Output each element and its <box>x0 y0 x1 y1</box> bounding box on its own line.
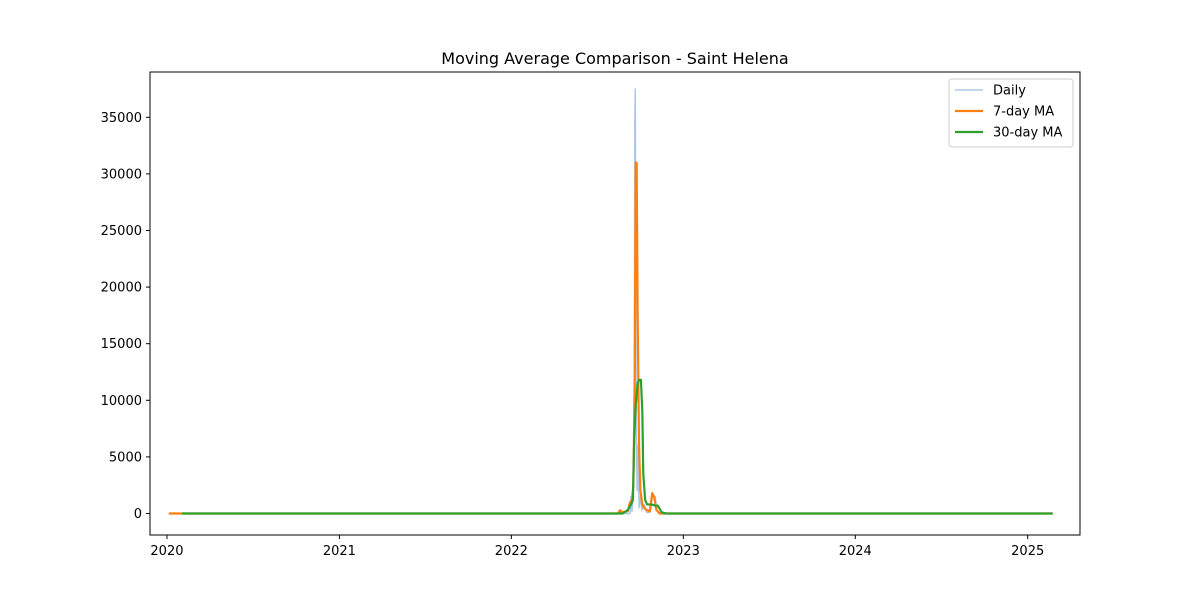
y-tick-label: 25000 <box>101 224 142 239</box>
x-tick-label: 2022 <box>495 544 528 559</box>
legend-label-2: 30-day MA <box>993 126 1062 141</box>
x-tick-label: 2021 <box>323 544 356 559</box>
plot-lines <box>168 88 1053 515</box>
x-tick-label: 2023 <box>667 544 700 559</box>
x-tick-label: 2020 <box>150 544 183 559</box>
x-tick-label: 2025 <box>1011 544 1044 559</box>
y-tick-label: 5000 <box>109 450 142 465</box>
y-tick-label: 20000 <box>101 281 142 296</box>
y-tick-label: 15000 <box>101 337 142 352</box>
y-tick-label: 10000 <box>101 394 142 409</box>
y-tick-label: 30000 <box>101 167 142 182</box>
legend-label-0: Daily <box>993 84 1026 99</box>
legend: Daily 7-day MA 30-day MA <box>948 78 1074 148</box>
y-axis: 0 5000 10000 15000 20000 25000 30000 35000 <box>101 111 150 522</box>
series-line-2 <box>182 378 1053 515</box>
x-axis: 2020 2021 2022 2023 2024 2025 <box>150 535 1044 559</box>
legend-label-1: 7-day MA <box>993 105 1054 120</box>
plot-frame <box>149 71 1081 536</box>
legend-box <box>948 78 1074 148</box>
y-tick-label: 35000 <box>101 111 142 126</box>
chart-title: Moving Average Comparison - Saint Helena <box>441 49 788 68</box>
y-tick-label: 0 <box>134 507 142 522</box>
series-line-1 <box>168 161 1053 515</box>
x-tick-label: 2024 <box>839 544 872 559</box>
series-line-0 <box>168 88 1053 515</box>
